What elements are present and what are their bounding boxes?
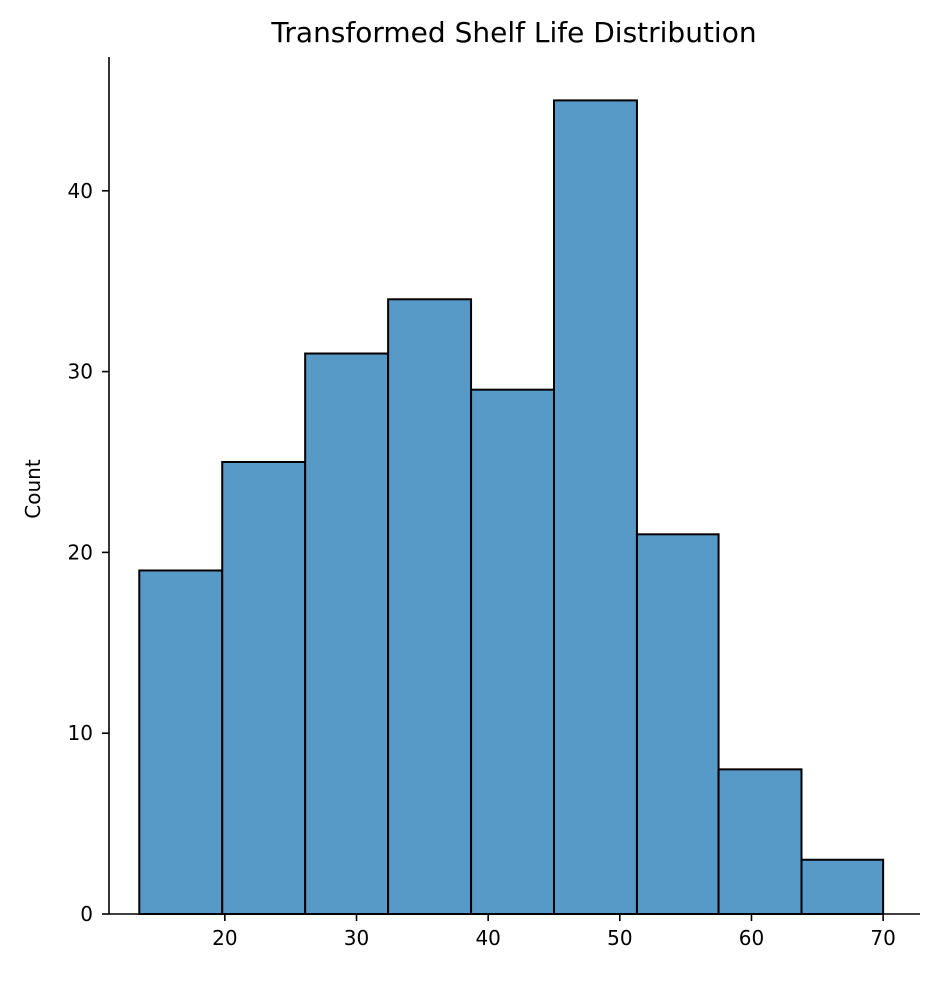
x-tick-label: 70 bbox=[870, 926, 895, 950]
x-tick-label: 20 bbox=[212, 926, 237, 950]
histogram-bar bbox=[800, 858, 885, 916]
histogram-bar bbox=[635, 533, 720, 915]
histogram-bar bbox=[717, 768, 803, 915]
y-tick-label: 30 bbox=[68, 360, 93, 384]
histogram-bar bbox=[552, 99, 638, 916]
histogram-bar bbox=[138, 569, 224, 915]
y-axis-ticks: 0 10 20 30 40 bbox=[68, 179, 109, 926]
x-tick-label: 30 bbox=[344, 926, 369, 950]
bars-group bbox=[138, 99, 885, 916]
x-tick-label: 50 bbox=[607, 926, 632, 950]
histogram-bar bbox=[470, 388, 555, 915]
x-axis-ticks: 20 30 40 50 60 70 bbox=[212, 914, 896, 950]
histogram-bar bbox=[304, 352, 390, 915]
y-tick-label: 0 bbox=[80, 902, 93, 926]
y-tick-label: 20 bbox=[68, 540, 93, 564]
chart-title: Transformed Shelf Life Distribution bbox=[270, 16, 756, 49]
histogram-bar bbox=[221, 460, 307, 915]
histogram-bar bbox=[387, 298, 473, 915]
y-axis-label: Count bbox=[21, 459, 45, 519]
x-tick-label: 60 bbox=[739, 926, 764, 950]
y-tick-label: 40 bbox=[68, 179, 93, 203]
y-tick-label: 10 bbox=[68, 721, 93, 745]
x-tick-label: 40 bbox=[475, 926, 500, 950]
